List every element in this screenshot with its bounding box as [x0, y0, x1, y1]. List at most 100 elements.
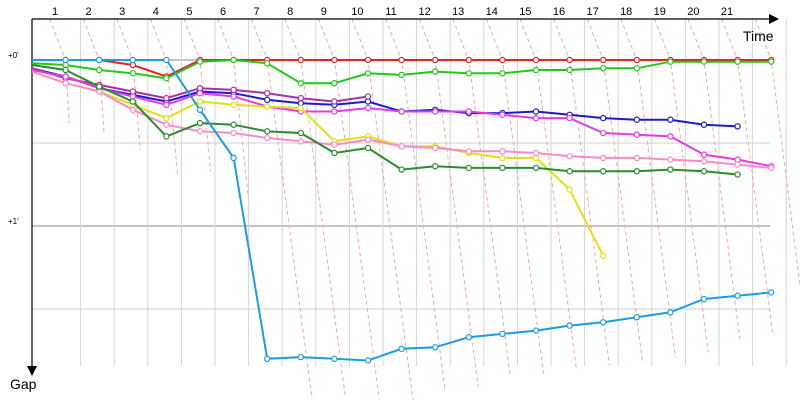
series-1-point-16	[566, 66, 573, 74]
series-5-point-14	[499, 154, 506, 162]
series-6-point-10	[364, 136, 372, 143]
series-0-point-15	[532, 56, 540, 64]
series-7	[31, 64, 741, 178]
lap-label-20: 20	[687, 6, 699, 18]
series-1-point-6	[230, 56, 237, 64]
series-7-point-17	[600, 168, 607, 175]
series-8-point-12	[432, 343, 439, 351]
series-1-point-8	[297, 80, 304, 87]
series-8-point-9	[331, 355, 338, 362]
series-5	[31, 70, 607, 260]
series-3-point-9	[331, 98, 338, 105]
series-6-point-20	[700, 158, 708, 165]
series-4-point-19	[667, 133, 674, 140]
series-1-point-15	[532, 66, 540, 74]
series-1-point-11	[398, 71, 405, 79]
series-0-point-14	[499, 56, 506, 64]
series-3-point-4	[163, 94, 170, 102]
lap-label-12: 12	[418, 6, 430, 18]
series-2-line	[31, 67, 738, 128]
lap-label-18: 18	[620, 6, 632, 18]
series-8-point-20	[700, 295, 708, 303]
series-8-point-18	[633, 314, 641, 321]
lap-label-9: 9	[321, 6, 327, 18]
series-6-point-7	[264, 134, 271, 142]
series-4-point-6	[230, 93, 237, 100]
lap-label-16: 16	[553, 6, 565, 18]
lap-connector-9	[317, 18, 380, 399]
series-4-point-12	[432, 108, 439, 115]
series-1-point-12	[432, 68, 439, 75]
series-4-point-15	[532, 114, 540, 122]
series-1-point-20	[700, 58, 708, 65]
series-2-point-20	[700, 121, 708, 128]
series-4-line	[31, 69, 772, 168]
x-axis-arrow	[769, 14, 779, 24]
grid	[32, 19, 787, 366]
lap-connector-19	[653, 18, 709, 353]
series-7-point-8	[297, 129, 304, 137]
series-8-point-2	[95, 56, 103, 64]
series-7-point-18	[633, 168, 641, 175]
series-0-point-10	[364, 56, 372, 64]
series-8-point-15	[532, 327, 540, 334]
series-7-point-4	[163, 133, 170, 140]
lap-connector-18	[620, 18, 676, 358]
series-2-point-17	[600, 114, 607, 122]
series-1-point-17	[600, 65, 607, 72]
series-4-point-4	[163, 101, 170, 109]
series-8-point-5	[196, 106, 204, 114]
lap-label-10: 10	[351, 6, 363, 18]
axes: Time Gap	[10, 14, 779, 392]
series-7-point-9	[331, 149, 338, 157]
series-6	[31, 70, 775, 172]
series-0-point-18	[633, 56, 641, 64]
series-3-point-6	[230, 86, 237, 94]
series-4-point-17	[600, 129, 607, 137]
series-6-point-18	[633, 154, 641, 162]
series-1-point-3	[129, 70, 136, 77]
series-1-point-21	[734, 58, 741, 65]
series-2-point-15	[532, 108, 540, 115]
lap-connector-6	[217, 18, 249, 198]
series-5-point-8	[297, 104, 304, 112]
series-0-point-9	[331, 56, 338, 64]
series-4-point-20	[700, 151, 708, 158]
lap-connector-22	[754, 18, 800, 289]
series-6-point-9	[331, 141, 338, 148]
series-8-point-16	[566, 322, 573, 329]
series-6-point-15	[532, 149, 540, 157]
lap-label-17: 17	[586, 6, 598, 18]
series-3-point-10	[364, 93, 372, 100]
series-8	[32, 56, 775, 364]
lap-label-3: 3	[119, 6, 125, 18]
series-8-point-11	[398, 345, 405, 353]
lap-label-5: 5	[186, 6, 192, 18]
series-3-point-7	[264, 89, 271, 97]
series-8-point-22	[768, 289, 775, 296]
series-1	[31, 56, 775, 87]
series-0-point-16	[566, 56, 573, 64]
series-2-point-7	[264, 96, 271, 104]
series-3-point-8	[297, 94, 304, 102]
lap-connector-3	[116, 18, 141, 150]
series-6-point-17	[600, 154, 607, 162]
tick-labels: 1 2 3 4 5 6 7 8 9 10 11 12 13 14 15 16 17 18 19 20 21+0'+1'	[8, 6, 733, 226]
lap-label-7: 7	[254, 6, 260, 18]
lap-label-6: 6	[220, 6, 226, 18]
series-4-point-10	[364, 104, 372, 112]
lap-connector-20	[687, 18, 741, 340]
series-7-line	[31, 64, 738, 176]
series-1-point-4	[163, 75, 170, 82]
series-7-point-12	[432, 163, 439, 170]
series-6-point-21	[734, 161, 741, 168]
series-8-point-21	[734, 292, 741, 299]
series-6-point-11	[398, 143, 405, 150]
series-7-point-6	[230, 121, 237, 128]
series-1-line	[31, 58, 772, 85]
lap-label-19: 19	[654, 6, 666, 18]
series-6-point-12	[432, 144, 439, 152]
series-8-point-8	[297, 353, 304, 361]
series-6-point-19	[667, 156, 674, 163]
